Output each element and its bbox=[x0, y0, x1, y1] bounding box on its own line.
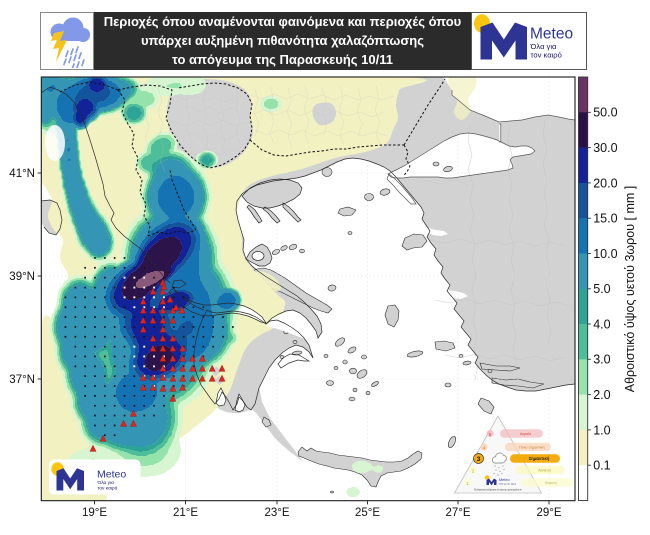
svg-text:Όλα για τον καιρό: Όλα για τον καιρό bbox=[498, 483, 517, 486]
svg-text:29°E: 29°E bbox=[536, 507, 561, 519]
svg-text:23°E: 23°E bbox=[264, 507, 289, 519]
svg-text:21°E: 21°E bbox=[173, 507, 198, 519]
svg-text:Αθροιστικό ύψος υετού 3ωρου [: Αθροιστικό ύψος υετού 3ωρου [ mm ] bbox=[623, 186, 637, 393]
svg-text:τον καιρό: τον καιρό bbox=[98, 485, 118, 492]
svg-text:37°N: 37°N bbox=[9, 374, 35, 386]
svg-text:Meteo: Meteo bbox=[530, 25, 573, 42]
svg-text:20.0: 20.0 bbox=[593, 176, 617, 190]
svg-text:3: 3 bbox=[477, 456, 481, 463]
svg-text:Σημαντική: Σημαντική bbox=[529, 456, 550, 461]
svg-text:Ακραία: Ακραία bbox=[520, 432, 531, 436]
svg-text:Όλα για: Όλα για bbox=[530, 42, 558, 51]
svg-text:Meteo: Meteo bbox=[97, 469, 126, 481]
svg-text:1: 1 bbox=[466, 481, 469, 486]
svg-text:Meteo: Meteo bbox=[499, 478, 510, 482]
svg-text:19°E: 19°E bbox=[82, 507, 107, 519]
svg-text:27°E: 27°E bbox=[445, 507, 470, 519]
svg-text:15.0: 15.0 bbox=[593, 212, 617, 226]
svg-text:Ενδεικτική κλίμακα έντασης φαι: Ενδεικτική κλίμακα έντασης φαινομένων bbox=[474, 488, 522, 492]
svg-text:39°N: 39°N bbox=[9, 271, 35, 283]
svg-text:2: 2 bbox=[472, 468, 475, 473]
svg-text:Αισθητή: Αισθητή bbox=[538, 469, 551, 473]
svg-text:2.0: 2.0 bbox=[593, 388, 610, 402]
svg-text:5: 5 bbox=[489, 432, 492, 437]
svg-text:50.0: 50.0 bbox=[593, 106, 617, 120]
svg-text:4.0: 4.0 bbox=[593, 317, 610, 331]
svg-text:10.0: 10.0 bbox=[593, 247, 617, 261]
svg-text:3.0: 3.0 bbox=[593, 353, 610, 367]
svg-text:41°N: 41°N bbox=[9, 168, 35, 180]
svg-text:Όλα για: Όλα για bbox=[97, 480, 115, 486]
svg-text:4: 4 bbox=[483, 445, 486, 450]
svg-text:τον καιρό: τον καιρό bbox=[531, 50, 562, 59]
svg-text:0.1: 0.1 bbox=[593, 459, 610, 473]
svg-text:Καιρική: Καιρική bbox=[545, 481, 557, 485]
svg-text:5.0: 5.0 bbox=[593, 282, 610, 296]
svg-text:25°E: 25°E bbox=[355, 507, 380, 519]
svg-text:30.0: 30.0 bbox=[593, 141, 617, 155]
svg-text:1.0: 1.0 bbox=[593, 423, 610, 437]
svg-text:Πολύ σημαντική: Πολύ σημαντική bbox=[519, 446, 544, 450]
